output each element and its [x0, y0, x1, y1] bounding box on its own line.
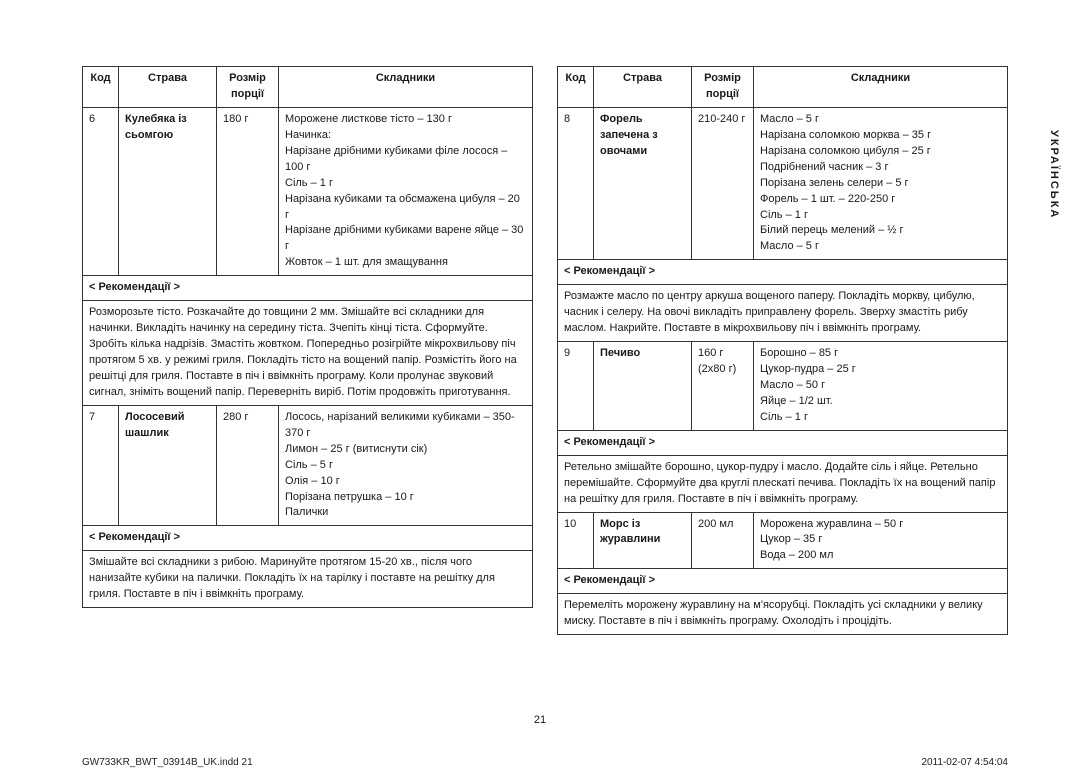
- recipe-table-right: Код Страва Розмір порції Складники 8 Фор…: [557, 66, 1008, 635]
- cell-code: 6: [83, 107, 119, 275]
- footer-timestamp: 2011-02-07 4:54:04: [921, 757, 1008, 768]
- rec-body-row: Розмажте масло по центру аркуша вощеного…: [558, 285, 1008, 342]
- cell-dish: Морс із журавлини: [594, 512, 692, 569]
- rec-header-row: < Рекомендації >: [558, 260, 1008, 285]
- table-row: 8 Форель запечена з овочами 210-240 г Ма…: [558, 107, 1008, 259]
- table-row: 7 Лососевий шашлик 280 г Лосось, нарізан…: [83, 405, 533, 526]
- rec-body: Перемеліть морожену журавлину на м'ясору…: [558, 594, 1008, 635]
- rec-header: < Рекомендації >: [83, 526, 533, 551]
- rec-body-row: Ретельно змішайте борошно, цукор-пудру і…: [558, 455, 1008, 512]
- table-row: 6 Кулебяка із сьомгою 180 г Морожене лис…: [83, 107, 533, 275]
- rec-body-row: Змішайте всі складники з рибою. Маринуйт…: [83, 551, 533, 608]
- footer: GW733KR_BWT_03914B_UK.indd 21 2011-02-07…: [82, 757, 1008, 768]
- header-code: Код: [558, 67, 594, 108]
- rec-header-row: < Рекомендації >: [83, 526, 533, 551]
- rec-header: < Рекомендації >: [558, 260, 1008, 285]
- cell-code: 8: [558, 107, 594, 259]
- cell-portion: 200 мл: [692, 512, 754, 569]
- cell-ingredients: Морожена журавлина – 50 г Цукор – 35 г В…: [754, 512, 1008, 569]
- header-portion: Розмір порції: [217, 67, 279, 108]
- table-header-row: Код Страва Розмір порції Складники: [558, 67, 1008, 108]
- rec-header-row: < Рекомендації >: [558, 569, 1008, 594]
- rec-header-row: < Рекомендації >: [83, 276, 533, 301]
- cell-ingredients: Масло – 5 г Нарізана соломкою морква – 3…: [754, 107, 1008, 259]
- rec-body: Змішайте всі складники з рибою. Маринуйт…: [83, 551, 533, 608]
- cell-dish: Лососевий шашлик: [119, 405, 217, 526]
- table-header-row: Код Страва Розмір порції Складники: [83, 67, 533, 108]
- rec-body: Розморозьте тісто. Розкачайте до товщини…: [83, 301, 533, 406]
- table-row: 10 Морс із журавлини 200 мл Морожена жур…: [558, 512, 1008, 569]
- cell-portion: 280 г: [217, 405, 279, 526]
- recipe-table-left: Код Страва Розмір порції Складники 6 Кул…: [82, 66, 533, 608]
- page-content: Код Страва Розмір порції Складники 6 Кул…: [0, 0, 1080, 635]
- cell-portion: 210-240 г: [692, 107, 754, 259]
- header-dish: Страва: [119, 67, 217, 108]
- cell-portion: 180 г: [217, 107, 279, 275]
- cell-code: 7: [83, 405, 119, 526]
- cell-ingredients: Лосось, нарізаний великими кубиками – 35…: [279, 405, 533, 526]
- cell-ingredients: Морожене листкове тісто – 130 г Начинка:…: [279, 107, 533, 275]
- cell-code: 9: [558, 342, 594, 431]
- rec-header-row: < Рекомендації >: [558, 430, 1008, 455]
- cell-portion: 160 г (2х80 г): [692, 342, 754, 431]
- left-column: Код Страва Розмір порції Складники 6 Кул…: [82, 66, 533, 635]
- footer-filename: GW733KR_BWT_03914B_UK.indd 21: [82, 757, 253, 768]
- language-label: УКРАЇНСЬКА: [1048, 130, 1060, 219]
- cell-dish: Кулебяка із сьомгою: [119, 107, 217, 275]
- rec-body: Розмажте масло по центру аркуша вощеного…: [558, 285, 1008, 342]
- right-column: Код Страва Розмір порції Складники 8 Фор…: [557, 66, 1008, 635]
- table-row: 9 Печиво 160 г (2х80 г) Борошно – 85 г Ц…: [558, 342, 1008, 431]
- rec-body-row: Перемеліть морожену журавлину на м'ясору…: [558, 594, 1008, 635]
- cell-dish: Печиво: [594, 342, 692, 431]
- cell-ingredients: Борошно – 85 г Цукор-пудра – 25 г Масло …: [754, 342, 1008, 431]
- cell-dish: Форель запечена з овочами: [594, 107, 692, 259]
- page-number: 21: [0, 714, 1080, 726]
- cell-code: 10: [558, 512, 594, 569]
- rec-body-row: Розморозьте тісто. Розкачайте до товщини…: [83, 301, 533, 406]
- rec-header: < Рекомендації >: [83, 276, 533, 301]
- rec-body: Ретельно змішайте борошно, цукор-пудру і…: [558, 455, 1008, 512]
- header-ingredients: Складники: [279, 67, 533, 108]
- rec-header: < Рекомендації >: [558, 430, 1008, 455]
- rec-header: < Рекомендації >: [558, 569, 1008, 594]
- header-portion: Розмір порції: [692, 67, 754, 108]
- header-dish: Страва: [594, 67, 692, 108]
- header-ingredients: Складники: [754, 67, 1008, 108]
- header-code: Код: [83, 67, 119, 108]
